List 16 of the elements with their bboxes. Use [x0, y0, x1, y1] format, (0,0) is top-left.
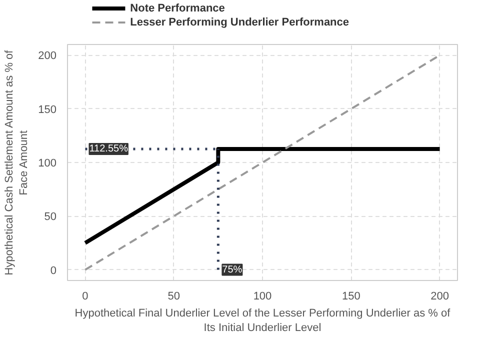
annotation: 112.55%: [89, 144, 128, 155]
x-tick-label: 200: [430, 290, 449, 302]
x-tick-label: 150: [342, 290, 360, 302]
x-axis-title: Hypothetical Final Underlier Level of the Lesser Performing Underlier as % of Its Initial Underlier Level: [74, 308, 452, 334]
y-tick-label: 50: [44, 211, 57, 224]
legend-label: Note Performance: [130, 2, 225, 14]
y-tick-label: 100: [38, 158, 57, 170]
legend-label: Lesser Performing Underlier Performance: [130, 16, 350, 28]
x-tick-label: 100: [253, 290, 272, 302]
y-tick-label: 0: [50, 264, 57, 277]
y-tick-label: 200: [38, 50, 57, 62]
x-tick-label: 0: [82, 290, 88, 302]
x-tick-label: 50: [168, 290, 180, 302]
y-axis-title: Hypothetical Cash Settlement Amount as % of Face Amount: [4, 49, 30, 276]
y-tick-label: 150: [38, 104, 57, 116]
annotation: 75%: [222, 264, 242, 276]
